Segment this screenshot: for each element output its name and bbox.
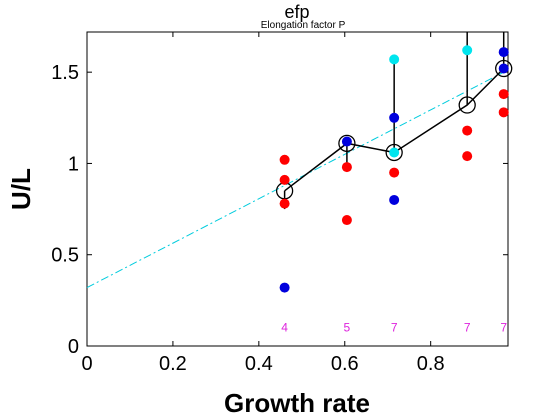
x-tick-label: 0.2 bbox=[159, 353, 187, 375]
fit-line-group bbox=[86, 71, 504, 289]
x-tick-label: 0.4 bbox=[245, 353, 273, 375]
count-label: 7 bbox=[464, 321, 471, 335]
data-point bbox=[389, 194, 400, 205]
mean-marker bbox=[495, 59, 513, 78]
y-tick-label: 0 bbox=[68, 336, 79, 358]
data-point bbox=[341, 215, 352, 226]
data-point bbox=[389, 112, 400, 123]
data-point bbox=[341, 162, 352, 173]
x-tick-label: 0.6 bbox=[331, 353, 359, 375]
data-point bbox=[462, 151, 473, 162]
data-points-group bbox=[279, 45, 509, 293]
data-point bbox=[389, 167, 400, 178]
mean-marker bbox=[458, 96, 476, 114]
mean-marker bbox=[338, 134, 356, 153]
count-label: 7 bbox=[500, 321, 507, 335]
y-tick-label: 1.5 bbox=[51, 62, 79, 84]
y-axis-label: U/L bbox=[6, 168, 36, 210]
data-point bbox=[498, 63, 509, 74]
x-axis-label: Growth rate bbox=[224, 388, 370, 418]
data-point bbox=[389, 147, 400, 158]
data-point bbox=[279, 174, 290, 185]
count-labels-group: 4 5 7 7 7 bbox=[281, 321, 507, 335]
fit-line bbox=[86, 71, 504, 289]
mean-marker bbox=[385, 143, 403, 162]
data-point bbox=[498, 107, 509, 118]
x-tick-label: 0 bbox=[81, 353, 92, 375]
data-point bbox=[498, 89, 509, 100]
axis-ticks: 0 0.2 0.4 0.6 0.8 0 0.5 1 1.5 bbox=[51, 32, 508, 375]
data-point bbox=[389, 54, 400, 65]
data-point bbox=[462, 45, 473, 56]
y-tick-label: 1 bbox=[68, 153, 79, 175]
count-label: 4 bbox=[281, 321, 288, 335]
data-point bbox=[279, 198, 290, 209]
plot-area bbox=[86, 31, 509, 347]
y-tick-label: 0.5 bbox=[51, 245, 79, 267]
data-point bbox=[279, 154, 290, 165]
x-tick-label: 0.8 bbox=[417, 353, 445, 375]
count-label: 7 bbox=[391, 321, 398, 335]
chart-title: efp bbox=[284, 2, 309, 22]
chart-subtitle: Elongation factor P bbox=[261, 20, 346, 31]
data-point bbox=[498, 47, 509, 58]
data-point bbox=[341, 136, 352, 147]
data-point bbox=[462, 125, 473, 136]
data-point bbox=[279, 282, 290, 293]
count-label: 5 bbox=[344, 321, 351, 335]
